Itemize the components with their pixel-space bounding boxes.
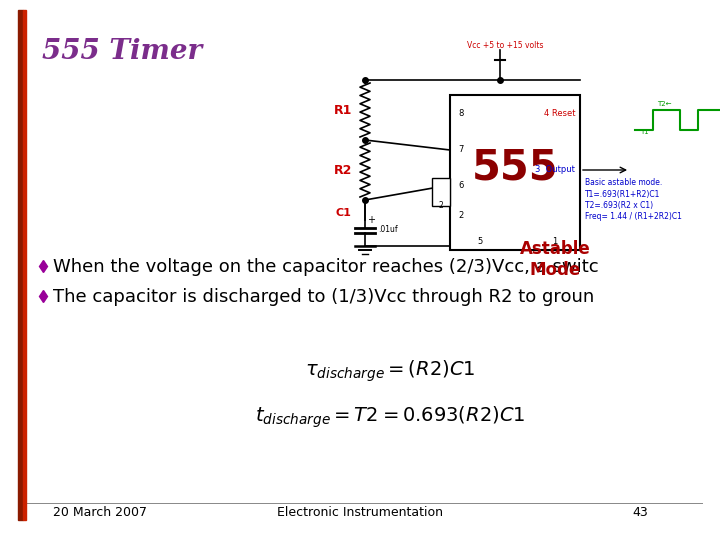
Text: Astable
Mode: Astable Mode xyxy=(520,240,590,279)
Text: T1=.693(R1+R2)C1: T1=.693(R1+R2)C1 xyxy=(585,190,660,199)
Text: 7: 7 xyxy=(458,145,464,154)
Text: 8: 8 xyxy=(458,109,464,118)
Text: 5: 5 xyxy=(477,238,482,246)
Bar xyxy=(23,10,26,520)
Text: Vcc +5 to +15 volts: Vcc +5 to +15 volts xyxy=(467,41,544,50)
Text: C1: C1 xyxy=(335,208,351,218)
Text: The capacitor is discharged to (1/3)Vcc through R2 to groun: The capacitor is discharged to (1/3)Vcc … xyxy=(53,288,594,306)
Text: 3  Output: 3 Output xyxy=(535,165,575,174)
Text: 555: 555 xyxy=(472,146,558,188)
Text: T1: T1 xyxy=(640,129,649,135)
Text: Basic astable mode.: Basic astable mode. xyxy=(585,178,662,187)
Text: 555 Timer: 555 Timer xyxy=(42,38,202,65)
Bar xyxy=(432,178,450,206)
Text: Freq= 1.44 / (R1+2R2)C1: Freq= 1.44 / (R1+2R2)C1 xyxy=(585,212,682,221)
Text: 2: 2 xyxy=(438,200,444,210)
Text: R1: R1 xyxy=(334,104,352,117)
Text: +: + xyxy=(367,215,375,225)
Text: 43: 43 xyxy=(632,506,648,519)
Text: .01uf: .01uf xyxy=(378,226,397,234)
Bar xyxy=(18,10,23,520)
Text: 6: 6 xyxy=(458,180,464,190)
Text: 2: 2 xyxy=(458,211,463,219)
Bar xyxy=(450,95,580,250)
Text: 4 Reset: 4 Reset xyxy=(544,109,575,118)
Text: Electronic Instrumentation: Electronic Instrumentation xyxy=(277,506,443,519)
Text: 20 March 2007: 20 March 2007 xyxy=(53,506,147,519)
Text: $t_{\mathit{discharge}} = T2 = 0.693(R2)C1$: $t_{\mathit{discharge}} = T2 = 0.693(R2)… xyxy=(255,405,525,430)
Text: T2←: T2← xyxy=(657,101,672,107)
Text: T2=.693(R2 x C1): T2=.693(R2 x C1) xyxy=(585,201,653,210)
Text: $\tau_{\mathit{discharge}} = (R2)C1$: $\tau_{\mathit{discharge}} = (R2)C1$ xyxy=(305,358,475,383)
Text: R2: R2 xyxy=(334,164,352,177)
Text: 1: 1 xyxy=(552,238,557,246)
Text: When the voltage on the capacitor reaches (2/3)Vcc, a switc: When the voltage on the capacitor reache… xyxy=(53,258,598,276)
